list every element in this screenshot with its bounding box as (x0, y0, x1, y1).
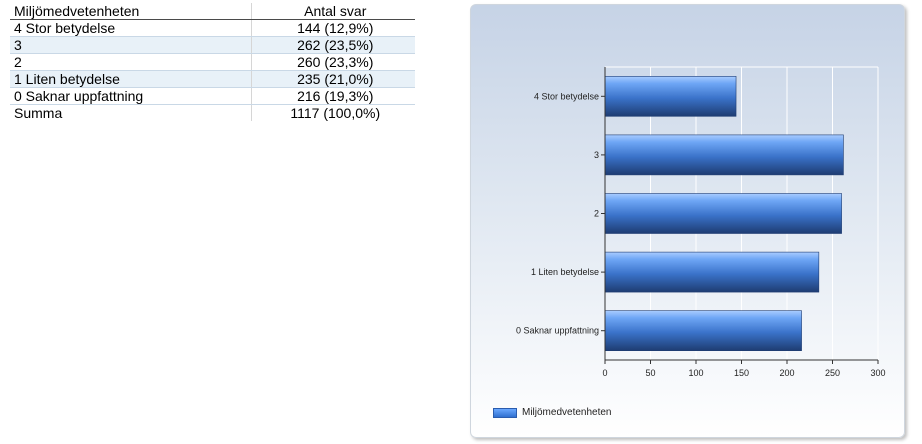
category-label: 0 Saknar uppfattning (516, 326, 599, 336)
total-value: 1117 (100,0%) (250, 104, 415, 121)
row-value: 260 (23,3%) (250, 53, 415, 71)
row-label: 3 (10, 36, 251, 54)
chart-bars (604, 76, 844, 352)
legend-swatch (493, 407, 517, 418)
chart-axes: 0 50 100 150 200 250 300 4 Stor betydelse 3 2 1 Li… (516, 67, 886, 378)
row-label: 4 Stor betydelse (10, 19, 251, 37)
category-label: 1 Liten betydelse (531, 267, 599, 277)
results-table: Miljömedvetenheten Antal svar 4 Stor bet… (10, 3, 415, 121)
x-tick-label: 150 (734, 368, 749, 378)
table-total-row: Summa 1117 (100,0%) (10, 104, 415, 121)
row-value: 235 (21,0%) (250, 70, 415, 88)
row-label: 2 (10, 53, 251, 71)
bar (604, 310, 802, 352)
bar (604, 251, 820, 293)
category-label: 2 (594, 209, 599, 219)
x-tick-label: 0 (602, 368, 607, 378)
category-label: 3 (594, 150, 599, 160)
row-value: 216 (19,3%) (250, 87, 415, 105)
x-tick-label: 50 (645, 368, 655, 378)
bar (604, 193, 842, 234)
total-label: Summa (14, 105, 63, 121)
legend-label: Miljömedvetenheten (522, 407, 612, 418)
x-tick-label: 100 (688, 368, 703, 378)
bar-chart: 0 50 100 150 200 250 300 4 Stor betydelse 3 2 1 Li… (516, 66, 886, 378)
row-value: 262 (23,5%) (250, 36, 415, 54)
bar (604, 76, 737, 117)
x-tick-label: 300 (870, 368, 885, 378)
bar (604, 134, 844, 176)
chart-panel: 0 50 100 150 200 250 300 4 Stor betydelse 3 2 1 Li… (470, 4, 905, 438)
column-header-count: Antal svar (250, 3, 415, 20)
table-row: 2 260 (23,3%) (10, 53, 415, 71)
chart-legend: Miljömedvetenheten (493, 407, 612, 418)
table-header-row: Miljömedvetenheten Antal svar (10, 3, 415, 20)
row-label: 1 Liten betydelse (10, 70, 251, 88)
table-row: 1 Liten betydelse 235 (21,0%) (10, 70, 415, 88)
row-value: 144 (12,9%) (250, 19, 415, 37)
row-label: 0 Saknar uppfattning (10, 87, 251, 105)
category-label: 4 Stor betydelse (534, 91, 599, 101)
table-row: 3 262 (23,5%) (10, 36, 415, 54)
column-header-category: Miljömedvetenheten (10, 3, 251, 20)
table-row: 4 Stor betydelse 144 (12,9%) (10, 19, 415, 37)
table-row: 0 Saknar uppfattning 216 (19,3%) (10, 87, 415, 105)
x-tick-label: 200 (779, 368, 794, 378)
x-tick-label: 250 (825, 368, 840, 378)
